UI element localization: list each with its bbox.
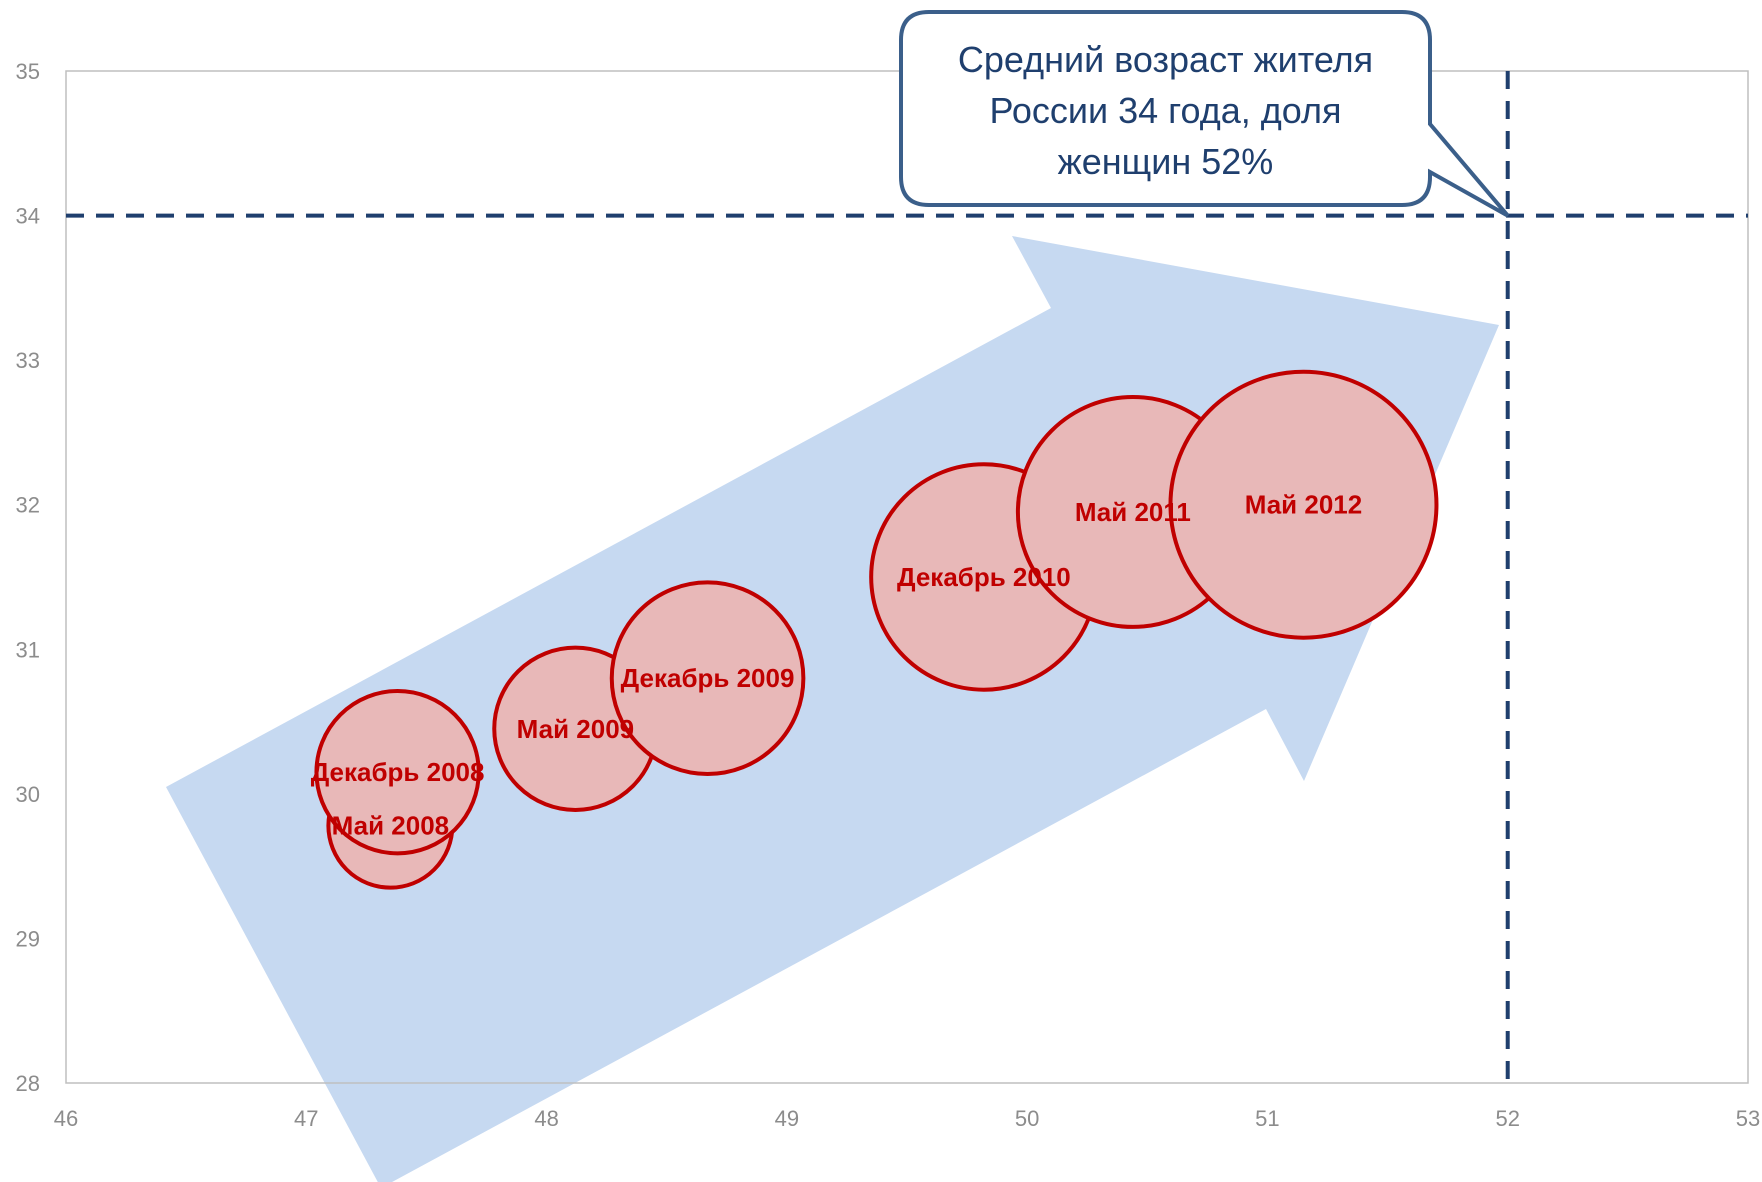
x-tick-label: 53 (1736, 1106, 1760, 1131)
bubble-label: Май 2012 (1245, 490, 1362, 520)
y-tick-label: 28 (16, 1071, 40, 1096)
bubble-label: Май 2008 (332, 811, 449, 841)
x-tick-label: 50 (1015, 1106, 1039, 1131)
axes-layer: 46 47 48 49 50 51 52 53 28 29 30 31 32 33 34 35 (16, 59, 1761, 1131)
x-tick-label: 48 (534, 1106, 558, 1131)
callout-box (899, 10, 1510, 218)
bubble-label: Декабрь 2010 (897, 562, 1071, 592)
y-tick-label: 32 (16, 493, 40, 518)
x-tick-label: 52 (1495, 1106, 1519, 1131)
y-tick-label: 35 (16, 59, 40, 84)
bubble-label: Декабрь 2009 (621, 663, 795, 693)
bubble (609, 580, 806, 777)
y-tick-label: 31 (16, 637, 40, 662)
bubble-labels-layer: Май 2008 Декабрь 2008 Май 2009 Декабрь 2009… (311, 490, 1363, 841)
x-tick-label: 49 (775, 1106, 799, 1131)
bubbles-layer (314, 369, 1439, 890)
x-tick-label: 46 (54, 1106, 78, 1131)
x-tick-label: 51 (1255, 1106, 1279, 1131)
bubble-label: Май 2009 (517, 714, 634, 744)
bubble (314, 689, 481, 856)
bubble-label: Декабрь 2008 (311, 757, 485, 787)
x-tick-label: 47 (294, 1106, 318, 1131)
callout-text-line: Средний возраст жителя (958, 39, 1373, 80)
callout-text-line: России 34 года, доля (989, 90, 1341, 131)
bubble (1168, 369, 1439, 640)
y-tick-label: 34 (16, 204, 40, 229)
bubble-label: Май 2011 (1075, 497, 1191, 527)
callout-text-line: женщин 52% (1058, 141, 1274, 182)
reference-lines-layer (66, 71, 1748, 1083)
y-tick-label: 29 (16, 926, 40, 951)
callout-layer: Средний возраст жителя России 34 года, до… (899, 10, 1510, 218)
y-tick-label: 30 (16, 782, 40, 807)
y-tick-label: 33 (16, 348, 40, 373)
